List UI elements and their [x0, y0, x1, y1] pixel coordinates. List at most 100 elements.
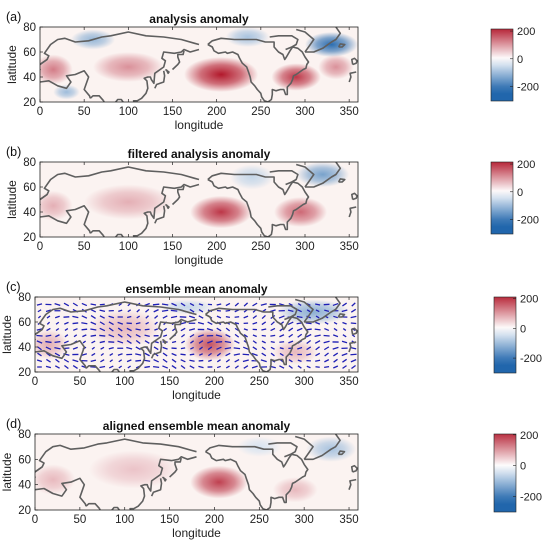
x-tick-label: 250 — [251, 241, 270, 253]
wind-vector — [81, 353, 88, 356]
x-tick-label: 200 — [207, 241, 226, 253]
wind-vector — [135, 339, 141, 345]
anomaly-center — [236, 436, 282, 457]
anomaly-center — [184, 328, 236, 361]
y-tick-label: 40 — [18, 480, 31, 492]
x-tick-label: 50 — [73, 514, 86, 526]
wind-vector — [90, 303, 97, 306]
wind-vector — [144, 352, 150, 357]
wind-vector — [181, 333, 186, 338]
anomaly-center — [190, 195, 252, 229]
coastline — [89, 230, 105, 237]
wind-vector — [63, 358, 70, 363]
anomaly-center — [53, 84, 80, 100]
coastlines — [40, 27, 358, 102]
wind-vector — [63, 340, 69, 344]
coastline — [102, 98, 125, 102]
wind-vector — [90, 321, 97, 325]
wind-vector — [288, 327, 294, 332]
wind-vector — [181, 340, 185, 344]
coastline — [132, 48, 200, 102]
colorbar-tick-label: -200 — [517, 81, 539, 93]
colorbar-tick-label: 200 — [517, 26, 535, 38]
x-tick-label: 250 — [250, 514, 269, 526]
wind-vector — [145, 321, 149, 325]
wind-vector — [242, 359, 249, 363]
panel-title: ensemble mean anomaly — [125, 282, 267, 296]
wind-vector — [180, 364, 186, 370]
wind-vector — [37, 315, 42, 319]
coastline — [350, 57, 358, 66]
wind-vector — [117, 321, 124, 325]
wind-vector — [136, 309, 140, 313]
x-tick-label: 300 — [295, 241, 314, 253]
wind-vector — [99, 315, 105, 319]
wind-vector — [288, 333, 294, 338]
wind-vector — [162, 365, 169, 369]
coastline — [35, 339, 87, 369]
wind-vector — [118, 365, 123, 369]
wind-vector — [233, 353, 241, 356]
wind-vector — [152, 303, 160, 306]
coastline — [40, 58, 48, 71]
wind-vector — [243, 328, 248, 331]
wind-vector — [225, 358, 230, 363]
wind-vector — [279, 347, 284, 350]
x-tick-label: 200 — [207, 106, 226, 118]
wind-vector — [242, 346, 249, 350]
coastline — [207, 178, 269, 237]
coastline — [169, 320, 182, 341]
wind-vector — [99, 365, 106, 369]
wind-vector — [315, 366, 320, 368]
panel-title: aligned ensemble mean anomaly — [103, 419, 291, 433]
wind-vector — [225, 365, 230, 369]
anomaly-center — [229, 164, 275, 190]
wind-vector — [261, 314, 266, 320]
wind-vector — [216, 327, 222, 332]
axes-frame — [39, 161, 359, 238]
wind-vector — [72, 346, 78, 350]
panel-letter: (b) — [6, 145, 21, 159]
wind-vector — [243, 302, 249, 307]
wind-vector — [36, 340, 43, 344]
coastline — [207, 43, 269, 102]
wind-vector — [135, 333, 141, 338]
x-tick-label: 150 — [163, 241, 182, 253]
wind-vector — [81, 328, 88, 331]
wind-vector — [243, 365, 249, 369]
wind-vector — [207, 352, 212, 357]
coastline — [337, 178, 346, 183]
wind-vector — [126, 340, 132, 344]
wind-vector — [54, 347, 61, 350]
colorbar — [493, 296, 517, 374]
wind-vector — [333, 358, 338, 363]
wind-vector — [37, 352, 42, 357]
wind-vector — [189, 359, 195, 362]
wind-vector — [306, 339, 312, 345]
wind-vector — [55, 327, 60, 332]
wind-vector — [99, 321, 105, 326]
wind-vector — [207, 321, 213, 326]
y-tick-label: 80 — [23, 22, 36, 34]
x-axis-label: longitude — [172, 526, 221, 540]
coastline — [35, 477, 87, 507]
wind-vector — [90, 359, 97, 363]
x-tick-label: 350 — [339, 514, 358, 526]
wind-vector — [288, 359, 293, 363]
wind-vector — [64, 365, 69, 369]
y-axis-label: latitude — [0, 315, 14, 354]
anomaly-center — [271, 63, 321, 91]
wind-vector — [90, 334, 97, 337]
wind-vector — [198, 334, 204, 338]
wind-vector — [342, 321, 347, 325]
wind-vector — [63, 302, 70, 307]
wind-vector — [234, 365, 239, 369]
panel-0: 0 50 100 150 200 250 300 350 20 40 60 80 longitude la… — [5, 10, 539, 132]
coastline — [305, 27, 342, 53]
wind-vector — [45, 365, 52, 369]
wind-vector — [351, 364, 356, 370]
coastline — [269, 170, 299, 186]
wind-vector — [260, 359, 267, 363]
wind-vector — [270, 346, 275, 350]
coastlines — [40, 162, 358, 237]
